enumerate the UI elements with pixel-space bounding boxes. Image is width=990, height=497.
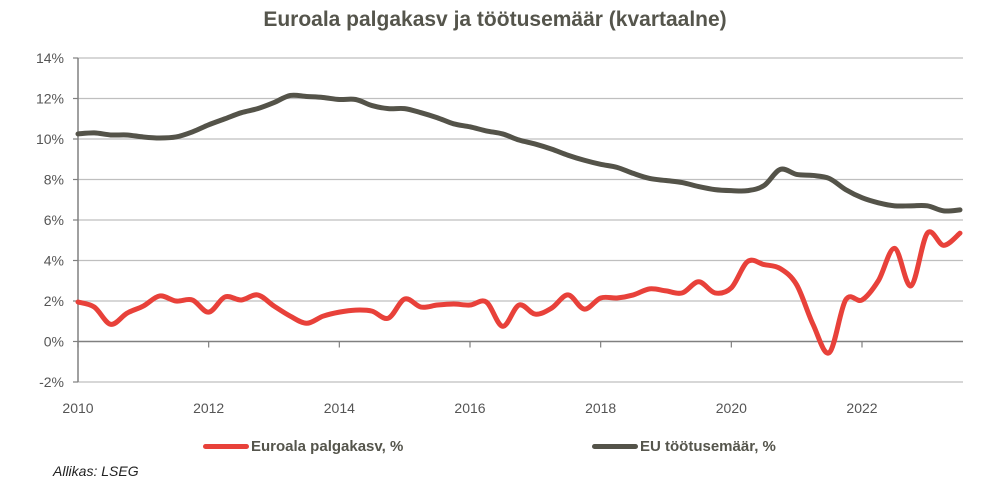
y-tick-label: 10% <box>36 131 64 147</box>
x-tick-label: 2012 <box>193 400 224 416</box>
y-tick-label: 12% <box>36 91 64 107</box>
legend-label: Euroala palgakasv, % <box>251 438 404 455</box>
x-tick-label: 2022 <box>846 400 877 416</box>
x-tick-label: 2018 <box>585 400 616 416</box>
legend-swatch-gray <box>592 444 638 449</box>
series-line-unemployment <box>75 92 963 214</box>
y-tick-label: 4% <box>44 253 64 269</box>
source-note: Allikas: LSEG <box>53 463 139 479</box>
y-tick-label: 8% <box>44 172 64 188</box>
x-tick-label: 2016 <box>454 400 485 416</box>
legend-item-unemployment: EU töötusemäär, % <box>592 438 776 455</box>
y-axis-ticks: -2% 0% 2% 4% 6% 8% 10% 12% 14% <box>36 50 78 390</box>
y-tick-label: 0% <box>44 334 64 350</box>
x-axis-ticks: 2010 2012 2014 2016 2018 2020 2022 <box>62 341 878 416</box>
y-tick-label: 2% <box>44 293 64 309</box>
series-line-wage-growth <box>75 229 963 356</box>
legend-swatch-red <box>203 444 249 449</box>
x-tick-label: 2010 <box>62 400 93 416</box>
series-lines <box>75 92 963 356</box>
chart-title: Euroala palgakasv ja töötusemäär (kvarta… <box>263 8 727 31</box>
y-tick-label: 14% <box>36 50 64 66</box>
gridlines <box>77 57 963 383</box>
y-tick-label: 6% <box>44 212 64 228</box>
x-tick-label: 2014 <box>324 400 355 416</box>
legend-label: EU töötusemäär, % <box>640 438 776 455</box>
y-tick-label: -2% <box>39 374 64 390</box>
legend-item-wage-growth: Euroala palgakasv, % <box>203 438 403 455</box>
x-tick-label: 2020 <box>716 400 747 416</box>
